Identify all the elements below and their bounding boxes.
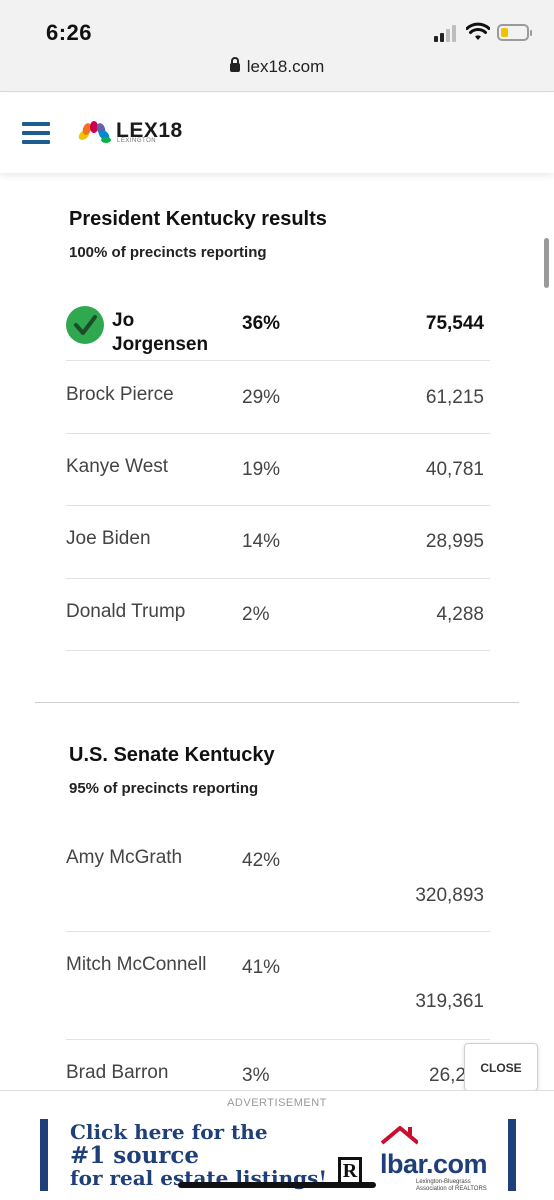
winner-check-icon xyxy=(66,306,104,344)
vote-percent: 14% xyxy=(242,531,281,552)
candidate-name: Mitch McConnell xyxy=(66,954,207,975)
result-row: Joe Biden 14% 28,995 xyxy=(66,506,490,579)
realtor-logo: R xyxy=(338,1157,362,1185)
vote-count: 40,781 xyxy=(425,459,484,480)
result-row: Brad Barron 3% 26,2 xyxy=(66,1040,490,1100)
candidate-name: Amy McGrath xyxy=(66,847,183,868)
logo-wordmark: LEX18 xyxy=(116,119,183,142)
candidate-name: Jo Jorgensen xyxy=(112,310,209,355)
ad-right-bar xyxy=(508,1119,516,1191)
president-results-title: President Kentucky results xyxy=(69,208,327,230)
result-row: Kanye West 19% 40,781 xyxy=(66,434,490,506)
vote-percent: 36% xyxy=(242,313,281,334)
vote-count: 61,215 xyxy=(425,387,484,408)
president-reporting: 100% of precincts reporting xyxy=(69,244,267,261)
candidate-name: Donald Trump xyxy=(66,601,186,622)
brand-text: lbar.com xyxy=(380,1149,488,1179)
section-divider xyxy=(35,702,519,703)
lock-icon xyxy=(229,57,240,72)
clock: 6:26 xyxy=(46,20,93,45)
senate-results-title: U.S. Senate Kentucky xyxy=(69,744,275,766)
home-indicator[interactable] xyxy=(178,1182,376,1188)
ad-headline: Click here for the #1 source for real es… xyxy=(70,1120,328,1190)
candidate-name: Brock Pierce xyxy=(66,384,174,405)
result-row: Amy McGrath 42% 320,893 xyxy=(66,830,490,932)
vote-percent: 19% xyxy=(242,459,281,480)
candidate-name: Joe Biden xyxy=(66,528,151,549)
menu-icon[interactable] xyxy=(22,122,50,144)
battery-icon xyxy=(497,24,532,41)
vote-count: 28,995 xyxy=(425,531,484,552)
vote-count: 319,361 xyxy=(415,991,484,1012)
cellular-signal-icon xyxy=(434,24,460,42)
logo-subtitle: LEXINGTON xyxy=(117,138,157,144)
result-row: Brock Pierce 29% 61,215 xyxy=(66,361,490,434)
scrollbar-thumb[interactable] xyxy=(544,238,549,288)
url-text: lex18.com xyxy=(246,57,325,76)
address-bar[interactable]: lex18.com xyxy=(0,57,554,77)
vote-count: 75,544 xyxy=(425,313,484,334)
vote-percent: 42% xyxy=(242,850,281,871)
wifi-icon xyxy=(466,22,490,40)
lex18-logo[interactable]: LEX18 LEXINGTON xyxy=(76,119,196,147)
result-row: Mitch McConnell 41% 319,361 xyxy=(66,932,490,1040)
peacock-icon xyxy=(78,121,111,143)
senate-reporting: 95% of precincts reporting xyxy=(69,780,259,797)
advertisement: ADVERTISEMENT Click here for the #1 sour… xyxy=(0,1090,554,1200)
ad-banner[interactable]: Click here for the #1 source for real es… xyxy=(40,1119,516,1192)
result-row: Jo Jorgensen 36% 75,544 xyxy=(66,306,490,361)
vote-percent: 29% xyxy=(242,387,281,408)
vote-percent: 41% xyxy=(242,957,281,978)
vote-count: 26,2 xyxy=(429,1065,466,1086)
ad-left-bar xyxy=(40,1119,48,1191)
vote-count: 4,288 xyxy=(436,604,484,625)
vote-percent: 2% xyxy=(242,604,270,625)
ad-label: ADVERTISEMENT xyxy=(227,1097,327,1109)
status-bar: 6:26 lex18.com xyxy=(0,0,554,92)
close-ad-button[interactable]: CLOSE xyxy=(464,1043,538,1091)
candidate-name: Brad Barron xyxy=(66,1062,169,1083)
vote-percent: 3% xyxy=(242,1065,270,1086)
result-row: Donald Trump 2% 4,288 xyxy=(66,579,490,651)
candidate-name: Kanye West xyxy=(66,456,169,477)
vote-count: 320,893 xyxy=(415,885,484,906)
site-header: LEX18 LEXINGTON xyxy=(0,93,554,173)
house-icon xyxy=(380,1126,418,1145)
brand-subtitle: Lexington-Bluegrass Association of REALT… xyxy=(416,1179,487,1192)
lbar-logo: lbar.com Lexington-Bluegrass Association… xyxy=(376,1125,496,1192)
